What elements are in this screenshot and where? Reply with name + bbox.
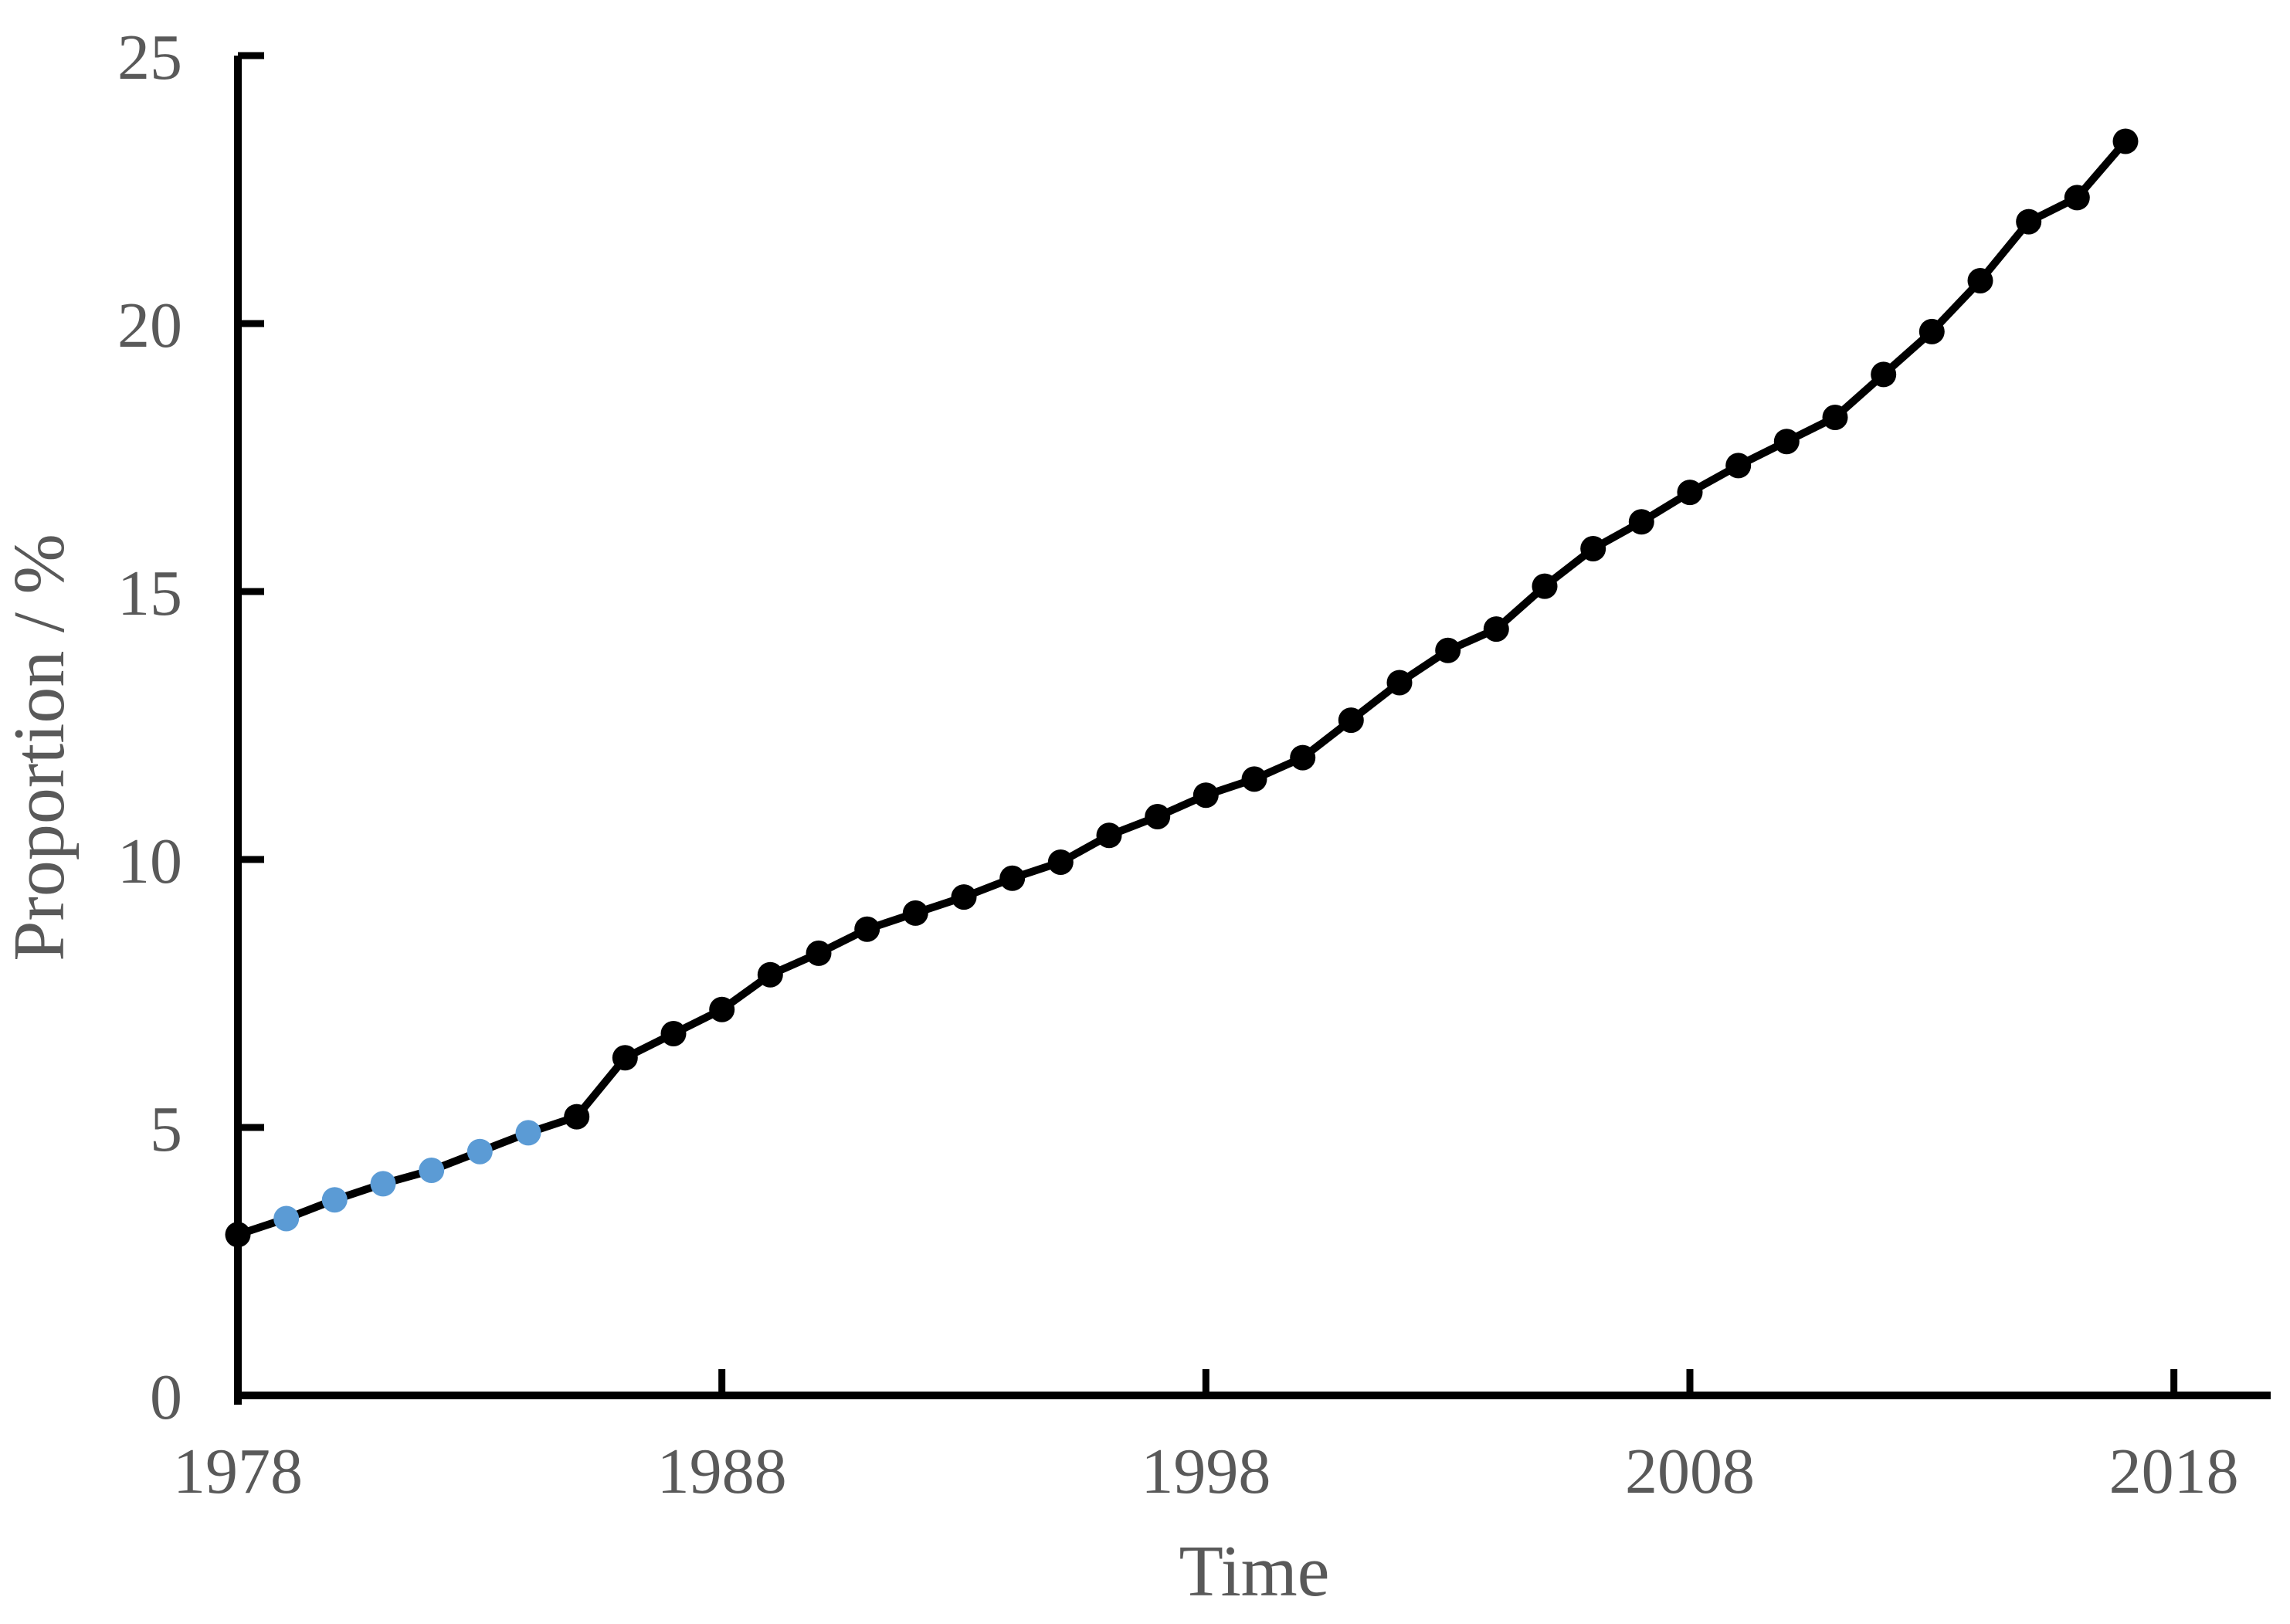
axes — [234, 56, 2271, 1405]
y-tick-label: 0 — [150, 1361, 182, 1433]
data-point — [1096, 822, 1122, 849]
x-axis-title: Time — [1179, 1531, 1329, 1612]
data-point — [854, 916, 880, 942]
axis-ticks — [234, 52, 2178, 1399]
data-point — [1628, 509, 1654, 535]
data-point — [999, 865, 1026, 891]
y-tick-label: 25 — [117, 22, 182, 93]
data-point — [1192, 782, 1219, 809]
x-tick-label: 1998 — [1141, 1436, 1271, 1507]
data-point — [1871, 361, 1897, 388]
data-point — [225, 1222, 251, 1248]
data-point — [1532, 573, 1558, 599]
data-point — [1241, 766, 1267, 792]
data-point — [564, 1104, 590, 1130]
data-point — [1725, 453, 1752, 479]
data-point-highlighted — [419, 1158, 445, 1183]
data-point — [951, 884, 977, 910]
data-point — [1145, 804, 1171, 829]
y-tick-label: 5 — [150, 1093, 182, 1165]
data-line — [234, 137, 2129, 1239]
data-point — [1483, 616, 1509, 642]
data-point — [1338, 707, 1364, 734]
data-point-highlighted — [515, 1120, 541, 1146]
y-tick-label: 15 — [117, 558, 182, 629]
data-point — [612, 1045, 638, 1071]
axis-tick-labels: 0 5 10 15 20 25 1978 1988 1998 2008 2018 — [117, 22, 2239, 1507]
data-point-highlighted — [370, 1171, 396, 1197]
data-point — [902, 900, 928, 926]
x-tick-label: 1988 — [657, 1436, 787, 1507]
data-point — [2112, 128, 2139, 154]
data-point — [757, 961, 783, 988]
data-point — [1773, 429, 1800, 455]
data-point — [1822, 405, 1848, 430]
y-tick-label: 10 — [117, 826, 182, 897]
x-tick-label: 2018 — [2109, 1436, 2239, 1507]
data-point — [1435, 637, 1461, 663]
data-point — [1290, 744, 1316, 771]
x-tick-label: 1978 — [173, 1436, 303, 1507]
y-axis-title: Proportion / % — [0, 534, 80, 961]
data-point — [1967, 268, 1993, 293]
y-tick-label: 20 — [117, 290, 182, 361]
data-point-highlighted — [273, 1205, 300, 1232]
data-point — [1047, 849, 1074, 875]
data-point — [806, 940, 832, 966]
data-point-highlighted — [321, 1187, 348, 1213]
data-point — [660, 1021, 687, 1046]
data-point — [1386, 670, 1413, 696]
data-point-highlighted — [466, 1138, 493, 1165]
data-point — [709, 996, 735, 1022]
x-tick-label: 2008 — [1625, 1436, 1755, 1507]
data-point — [1919, 318, 1945, 344]
data-point — [1580, 536, 1606, 561]
data-point — [2016, 209, 2042, 235]
data-point — [1677, 480, 1703, 506]
data-series — [225, 128, 2139, 1248]
data-point — [2064, 185, 2090, 211]
